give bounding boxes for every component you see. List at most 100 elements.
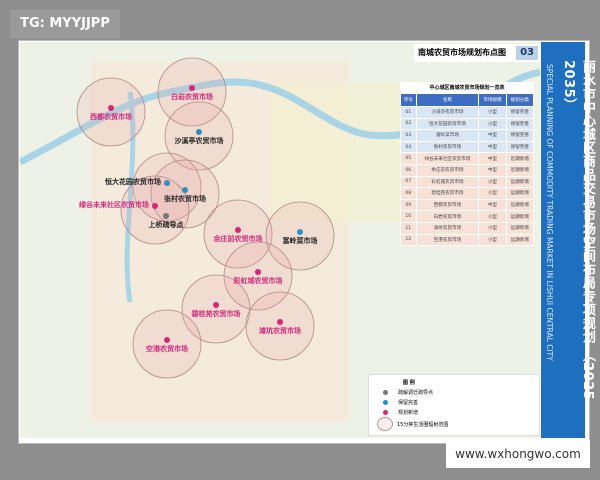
col-header: 序号 xyxy=(400,93,417,107)
table-cell: 04 xyxy=(400,140,417,154)
table-row: 02 恒大花园农贸市场 小型 保留完善 xyxy=(400,117,535,131)
table-cell: 碧桂苑农贸市场 xyxy=(415,187,480,200)
table-row: 04 张村农贸市场 中型 保留完善 xyxy=(400,140,535,154)
table-cell: 近期新增 xyxy=(505,152,535,165)
table-cell: 恒大花园农贸市场 xyxy=(415,117,480,131)
table-cell: 彩虹城农贸市场 xyxy=(415,175,480,189)
table-row: 06 余庄前农贸市场 中型 近期新增 xyxy=(400,163,535,177)
watermark: TG: MYYJJPP xyxy=(10,10,120,38)
market-label: 恒大花园农贸市场 xyxy=(105,178,161,186)
table-cell: 远期新增 xyxy=(505,210,535,223)
market-point[interactable] xyxy=(182,187,188,193)
table-cell: 近期新增 xyxy=(505,163,535,177)
page-number: 03 xyxy=(516,46,538,60)
table-cell: 沙溪亭农贸市场 xyxy=(415,106,480,119)
table-cell: 远期新增 xyxy=(505,233,535,247)
table-cell: 远期新增 xyxy=(505,198,535,212)
market-label: 上桥疏导点 xyxy=(148,221,184,229)
table-cell: 07 xyxy=(400,175,417,189)
table-cell: 03 xyxy=(400,129,417,142)
table-cell: 中型 xyxy=(478,163,507,177)
table-cell: 保留完善 xyxy=(505,106,535,119)
col-header: 名称 xyxy=(415,93,480,107)
table-cell: 08 xyxy=(400,187,417,200)
table-cell: 保留完善 xyxy=(505,117,535,131)
table-row: 05 绿谷未来社区农贸市场 中型 近期新增 xyxy=(400,152,535,165)
legend-item: 疏解调迁疏导点 xyxy=(383,389,433,396)
service-radius-circle xyxy=(164,101,234,171)
table-cell: 05 xyxy=(400,152,417,165)
table-row: 12 空港农贸市场 小型 远期新增 xyxy=(400,233,535,247)
table-cell: 中型 xyxy=(478,152,507,165)
table-cell: 小型 xyxy=(478,175,507,189)
table-cell: 空港农贸市场 xyxy=(415,233,480,247)
table-cell: 远期新增 xyxy=(505,175,535,189)
service-radius-circle xyxy=(181,274,251,344)
table-cell: 11 xyxy=(400,221,417,235)
service-radius-circle xyxy=(157,57,227,127)
map-title-text: 南城农贸市场规划布点图 xyxy=(418,48,506,57)
market-point[interactable] xyxy=(108,105,114,111)
market-label: 西都农贸市场 xyxy=(90,113,132,121)
table-cell: 小型 xyxy=(478,221,507,235)
table-cell: 小型 xyxy=(478,117,507,131)
market-label: 富岭菜市场 xyxy=(282,237,318,245)
market-label: 滩坑农贸市场 xyxy=(259,327,301,335)
table-cell: 小型 xyxy=(478,233,507,247)
market-point[interactable] xyxy=(163,213,169,219)
market-point[interactable] xyxy=(164,337,170,343)
table-cell: 白岩农贸市场 xyxy=(415,210,480,223)
market-label: 余庄前农贸市场 xyxy=(213,235,263,243)
legend-item: 15分钟生活圈辐射范围 xyxy=(377,417,448,431)
table-cell: 01 xyxy=(400,106,417,119)
table-cell: 09 xyxy=(400,198,417,212)
col-header: 市场规模 xyxy=(478,93,507,107)
market-label: 碧桂苑农贸市场 xyxy=(191,310,241,318)
service-radius-circle xyxy=(203,199,273,269)
market-point[interactable] xyxy=(213,302,219,308)
table-cell: 小型 xyxy=(478,210,507,223)
table-cell: 小型 xyxy=(478,106,507,119)
service-radius-circle xyxy=(76,77,146,147)
title-banner: SPECIAL PLANNING OF COMMODITY TRADING MA… xyxy=(541,42,595,438)
market-point[interactable] xyxy=(297,229,303,235)
legend-item: 保留完善 xyxy=(383,399,418,406)
radius-circle-icon xyxy=(377,417,393,431)
map-title: 南城农贸市场规划布点图 03 xyxy=(414,44,540,62)
table-row: 03 富岭菜市场 中型 保留完善 xyxy=(400,129,535,142)
table-cell: 10 xyxy=(400,210,417,223)
table-cell: 保留完善 xyxy=(505,140,535,154)
table-cell: 西都农贸市场 xyxy=(415,198,480,212)
new-point-icon xyxy=(383,410,388,415)
table-cell: 中型 xyxy=(478,198,507,212)
legend-label: 15分钟生活圈辐射范围 xyxy=(397,421,449,428)
table-cell: 绿谷未来社区农贸市场 xyxy=(415,152,480,165)
legend-label: 保留完善 xyxy=(398,400,419,406)
banner-title-en: SPECIAL PLANNING OF COMMODITY TRADING MA… xyxy=(545,64,554,361)
legend: 图 例 疏解调迁疏导点 保留完善 规划新增 15分钟生活圈辐射范围 xyxy=(368,374,540,436)
table-cell: 富岭菜市场 xyxy=(415,129,480,142)
market-point[interactable] xyxy=(255,269,261,275)
table-cell: 远期新增 xyxy=(505,221,535,235)
service-radius-circle xyxy=(132,309,202,379)
banner-title-cn: 丽水市中心城区商品交易市场空间布局专项规划 （2025-2035） xyxy=(561,60,595,407)
table-cell: 12 xyxy=(400,233,417,247)
legend-label: 规划新增 xyxy=(398,410,419,416)
market-table: 中心城区南城农贸市场规划一览表 序号 名称 市场规模 规划分类 01 沙溪亭农贸市… xyxy=(400,82,535,247)
service-radius-circle xyxy=(120,175,190,245)
service-radius-circle xyxy=(132,152,202,222)
table-cell: 02 xyxy=(400,117,417,131)
market-point[interactable] xyxy=(196,129,202,135)
market-label: 白岩农贸市场 xyxy=(171,93,213,101)
legend-label: 疏解调迁疏导点 xyxy=(398,390,434,396)
market-label: 张村农贸市场 xyxy=(164,195,206,203)
market-point[interactable] xyxy=(277,319,283,325)
table-row: 11 滩坑农贸市场 小型 远期新增 xyxy=(400,221,535,235)
table-cell: 远期新增 xyxy=(505,187,535,200)
market-point[interactable] xyxy=(152,203,158,209)
market-point[interactable] xyxy=(189,85,195,91)
market-point[interactable] xyxy=(164,180,170,186)
market-label: 沙溪亭农贸市场 xyxy=(174,137,224,145)
table-cell: 滩坑农贸市场 xyxy=(415,221,480,235)
market-point[interactable] xyxy=(235,227,241,233)
